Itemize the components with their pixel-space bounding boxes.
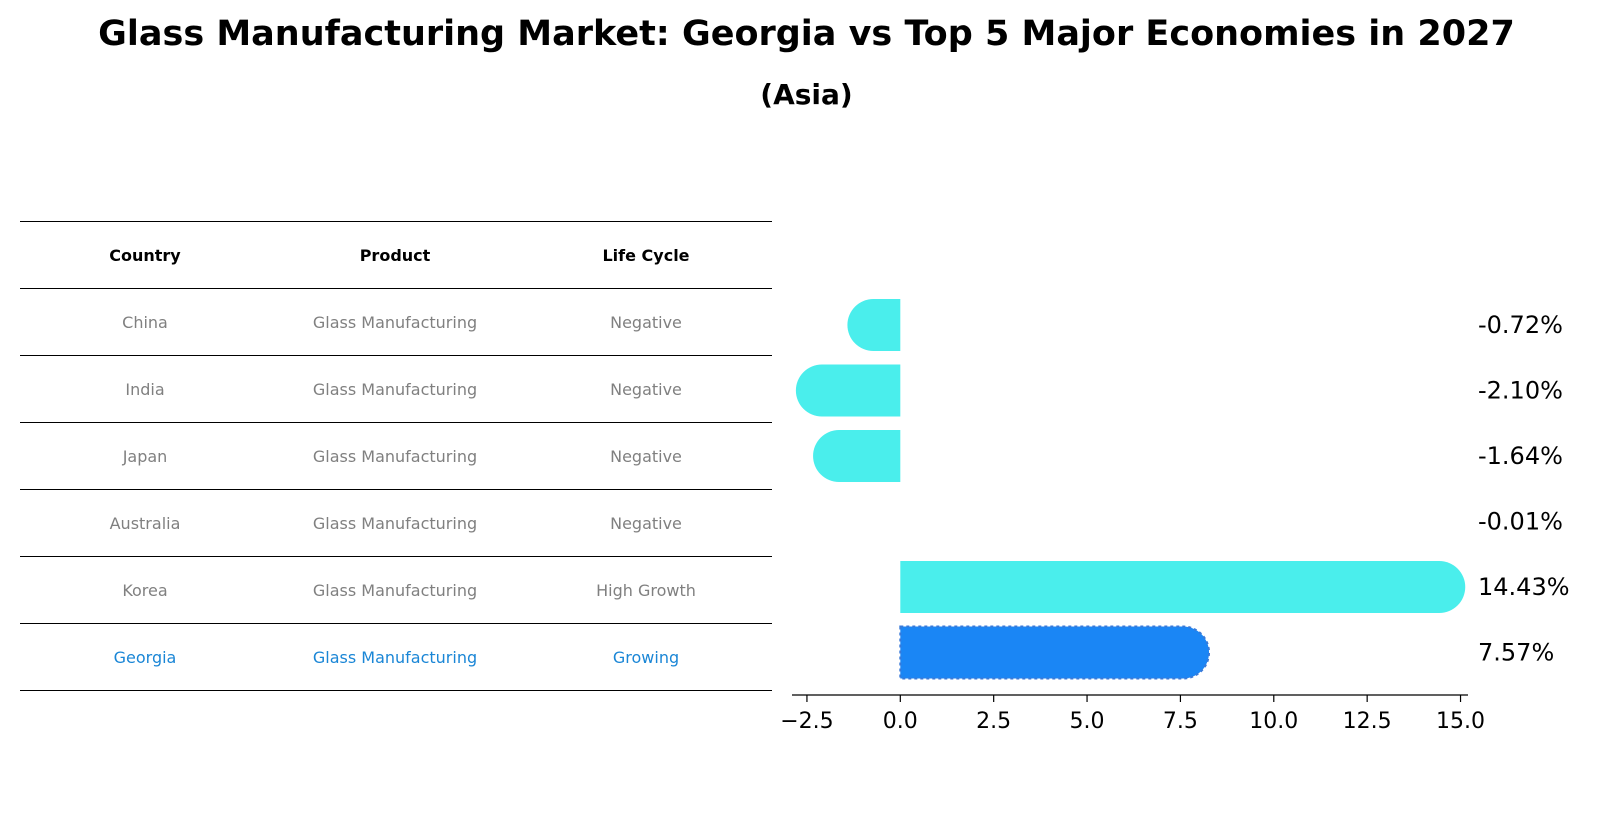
value-label-japan: -1.64% — [1478, 442, 1563, 470]
header-product: Product — [359, 245, 431, 265]
cell-product: Glass Manufacturing — [312, 379, 478, 399]
cell-life-cycle: Negative — [610, 379, 682, 399]
chart-subtitle: (Asia) — [760, 78, 853, 111]
x-tick-label: 15.0 — [1436, 709, 1485, 734]
bar-georgia — [899, 625, 1211, 680]
cell-life-cycle: Negative — [610, 446, 682, 466]
cell-country: Japan — [122, 446, 168, 466]
value-label-india: -2.10% — [1478, 377, 1563, 405]
x-tick-label: 12.5 — [1343, 709, 1392, 734]
table-row: Japan Glass Manufacturing Negative — [20, 423, 772, 490]
cell-product: Glass Manufacturing — [312, 513, 478, 533]
table-row: Korea Glass Manufacturing High Growth — [20, 557, 772, 624]
bar-japan — [813, 430, 901, 482]
cell-product: Glass Manufacturing — [312, 312, 478, 332]
x-tick-label: −2.5 — [780, 709, 833, 734]
bar-india — [795, 364, 901, 417]
bar-korea — [900, 561, 1466, 613]
table-header-row: Country Product Life Cycle — [20, 221, 772, 289]
table-row: China Glass Manufacturing Negative — [20, 289, 772, 356]
cell-country: China — [122, 312, 168, 332]
header-life-cycle: Life Cycle — [602, 245, 690, 265]
cell-country: Australia — [109, 513, 181, 533]
chart-title: Glass Manufacturing Market: Georgia vs T… — [98, 14, 1515, 54]
cell-life-cycle: Negative — [610, 513, 682, 533]
x-tick-label: 5.0 — [1070, 709, 1105, 734]
cell-life-cycle: High Growth — [596, 580, 696, 600]
x-tick-label: 7.5 — [1163, 709, 1198, 734]
header-country: Country — [109, 245, 181, 265]
cell-product: Glass Manufacturing — [312, 647, 478, 667]
cell-product: Glass Manufacturing — [312, 580, 478, 600]
cell-country: India — [125, 379, 165, 399]
x-tick-label: 0.0 — [883, 709, 918, 734]
x-tick-label: 10.0 — [1249, 709, 1298, 734]
cell-life-cycle: Negative — [610, 312, 682, 332]
cell-life-cycle: Growing — [612, 647, 680, 667]
cell-country: Georgia — [113, 647, 177, 667]
table-row: India Glass Manufacturing Negative — [20, 356, 772, 423]
value-label-australia: -0.01% — [1478, 508, 1563, 536]
value-label-korea: 14.43% — [1478, 573, 1570, 601]
table-row-highlighted: Georgia Glass Manufacturing Growing — [20, 624, 772, 691]
bar-china — [847, 299, 901, 351]
table-row: Australia Glass Manufacturing Negative — [20, 490, 772, 557]
x-tick-label: 2.5 — [976, 709, 1011, 734]
cell-product: Glass Manufacturing — [312, 446, 478, 466]
cell-country: Korea — [122, 580, 168, 600]
value-label-china: -0.72% — [1478, 311, 1563, 339]
value-label-georgia: 7.57% — [1478, 639, 1554, 667]
country-table: Country Product Life Cycle China Glass M… — [20, 221, 772, 691]
